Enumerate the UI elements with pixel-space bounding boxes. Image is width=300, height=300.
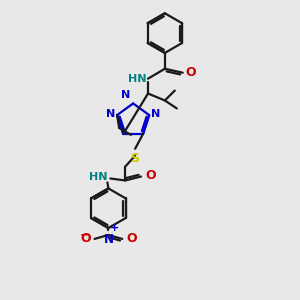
Text: N: N: [104, 233, 114, 246]
Text: O: O: [145, 169, 156, 182]
Text: −: −: [80, 229, 90, 242]
Text: N: N: [121, 91, 130, 100]
Text: HN: HN: [128, 74, 146, 84]
Text: +: +: [110, 223, 119, 233]
Text: S: S: [130, 152, 139, 165]
Text: HN: HN: [89, 172, 107, 182]
Text: N: N: [106, 109, 115, 119]
Text: O: O: [186, 66, 196, 79]
Text: O: O: [80, 232, 91, 245]
Text: N: N: [151, 109, 160, 119]
Text: O: O: [126, 232, 137, 245]
